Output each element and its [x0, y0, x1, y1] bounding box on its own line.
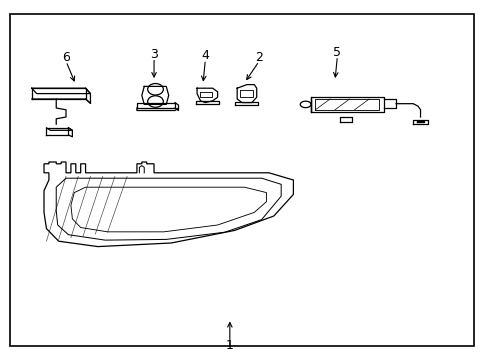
Text: 4: 4 — [201, 49, 209, 62]
Text: 1: 1 — [225, 339, 233, 352]
Text: 5: 5 — [333, 46, 341, 59]
Text: 2: 2 — [255, 51, 263, 64]
Text: 3: 3 — [150, 48, 158, 60]
Text: 6: 6 — [62, 51, 70, 64]
